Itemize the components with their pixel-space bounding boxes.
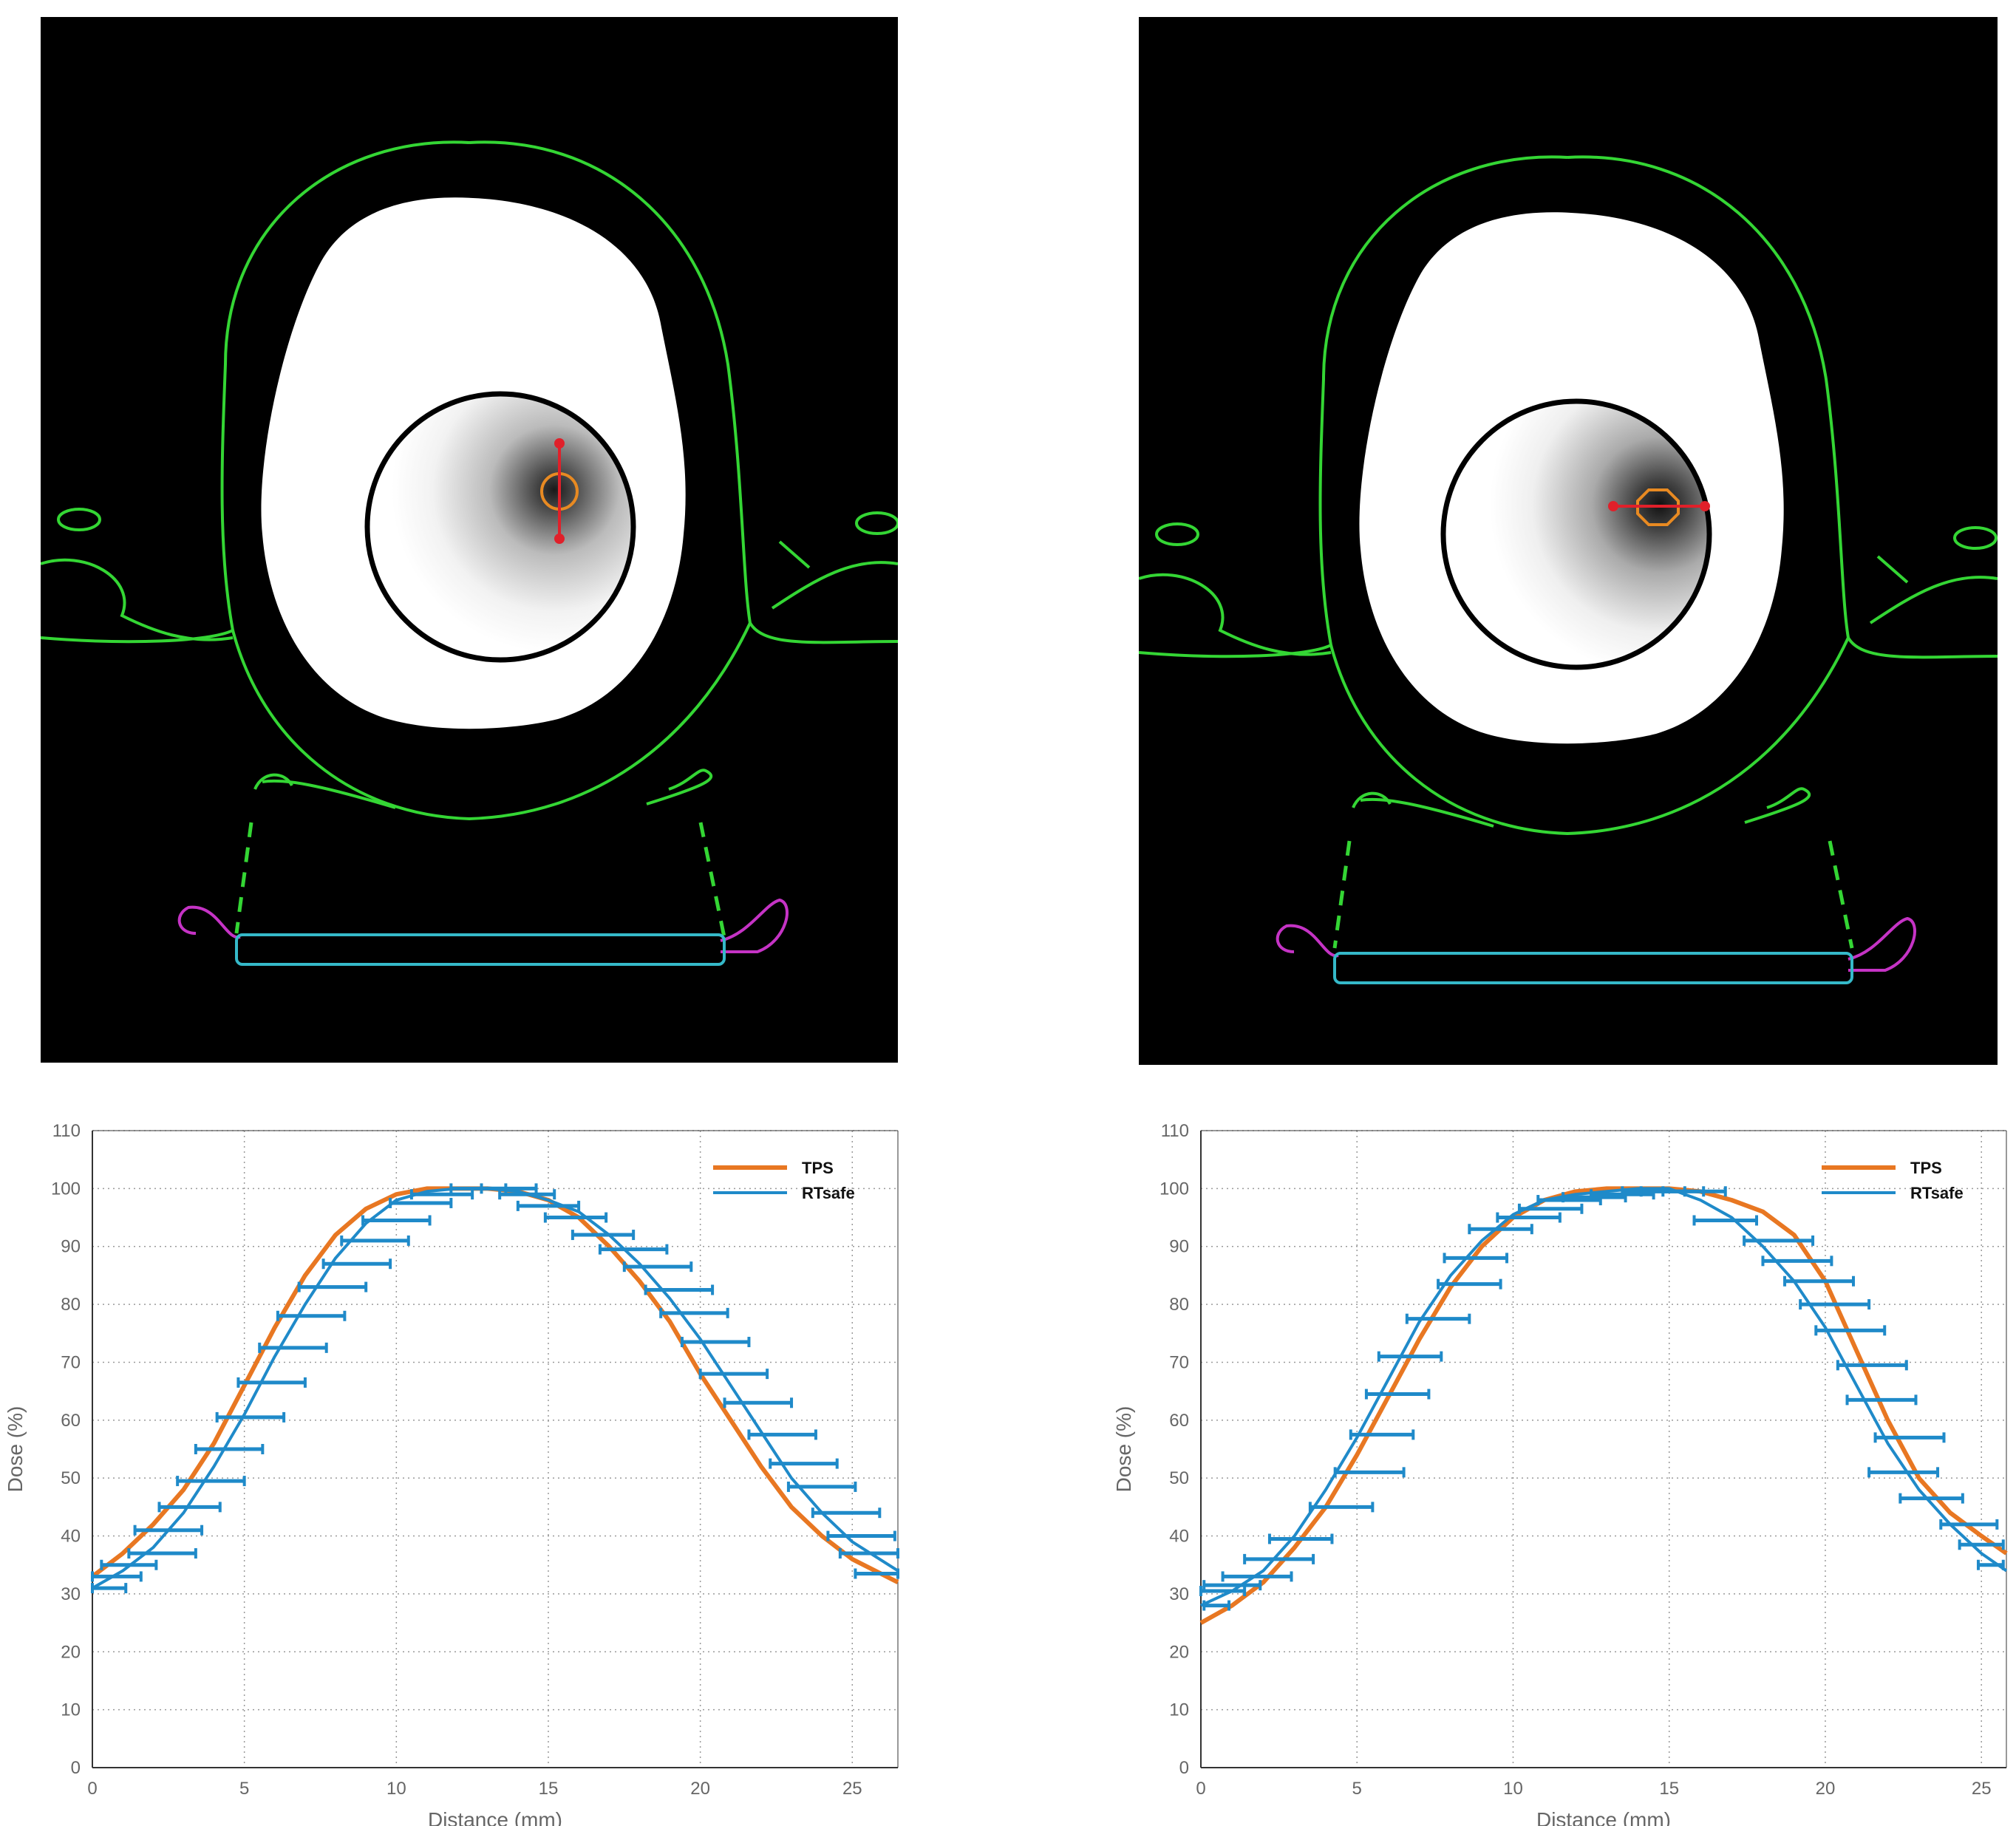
y-tick-label: 110: [1161, 1121, 1189, 1141]
x-axis-label: Distance (mm): [428, 1808, 562, 1826]
ticks: 0 5 10 15 20 25 0 10 20 30 40 50 60 70 80 90 100 110: [1159, 1121, 1992, 1799]
grid: [1200, 1130, 2006, 1768]
couch-base: [1333, 952, 1853, 984]
dose-profile-chart-left: 0 5 10 15 20 25 0 10 20 30 40 50 60 70 80 90 100 110 TPS R…: [4, 1121, 899, 1826]
legend: TPS RTsafe: [1822, 1159, 1964, 1202]
legend-label-tps: TPS: [1910, 1159, 1942, 1177]
series-line-tps: [1199, 1186, 2008, 1625]
y-tick-label: 100: [1159, 1179, 1189, 1199]
y-tick-label: 60: [1169, 1411, 1189, 1431]
y-tick-label: 80: [61, 1295, 81, 1315]
x-tick-label: 25: [842, 1779, 862, 1799]
y-tick-label: 90: [1169, 1237, 1189, 1257]
couch-contour: [177, 905, 241, 939]
x-tick-label: 0: [87, 1779, 97, 1799]
couch-base: [235, 933, 726, 966]
legend: TPS RTsafe: [713, 1159, 855, 1202]
x-tick-label: 20: [1816, 1779, 1836, 1799]
x-tick-label: 0: [1196, 1779, 1205, 1799]
x-tick-label: 5: [239, 1779, 249, 1799]
y-tick-label: 0: [1179, 1758, 1189, 1778]
dose-profile-chart-right: 0 5 10 15 20 25 0 10 20 30 40 50 60 70 80 90 100 110 TPS R…: [1112, 1121, 2008, 1826]
phantom-ring: [1440, 398, 1712, 670]
y-tick-label: 30: [61, 1584, 81, 1604]
legend-label-tps: TPS: [802, 1159, 834, 1177]
y-tick-label: 20: [61, 1642, 81, 1662]
x-tick-label: 15: [539, 1779, 559, 1799]
x-tick-label: 10: [1503, 1779, 1523, 1799]
ct-image-left: [41, 17, 898, 1063]
axes: [92, 1130, 899, 1768]
y-axis-label: Dose (%): [1112, 1406, 1135, 1493]
errorbars: [91, 1183, 899, 1594]
x-tick-label: 15: [1659, 1779, 1679, 1799]
errorbars: [1199, 1186, 2005, 1611]
y-tick-label: 30: [1169, 1584, 1189, 1604]
y-tick-label: 20: [1169, 1642, 1189, 1662]
y-tick-label: 100: [51, 1179, 81, 1199]
x-tick-label: 25: [1972, 1779, 1992, 1799]
ct-image-right: [1139, 17, 1998, 1065]
legend-label-rtsafe: RTsafe: [1910, 1184, 1964, 1202]
y-tick-label: 90: [61, 1237, 81, 1257]
y-tick-label: 50: [61, 1468, 81, 1488]
x-tick-label: 5: [1352, 1779, 1362, 1799]
y-tick-label: 0: [71, 1758, 81, 1778]
x-tick-label: 10: [386, 1779, 406, 1799]
body-contour: [41, 140, 898, 644]
y-tick-label: 40: [1169, 1527, 1189, 1547]
axes: [1200, 1130, 2007, 1768]
y-axis-label: Dose (%): [4, 1406, 27, 1493]
y-tick-label: 70: [1169, 1352, 1189, 1372]
y-tick-label: 110: [52, 1121, 81, 1141]
y-tick-label: 40: [61, 1527, 81, 1547]
x-axis-label: Distance (mm): [1536, 1808, 1671, 1826]
y-tick-label: 70: [61, 1352, 81, 1372]
phantom-ring: [364, 391, 636, 663]
legend-label-rtsafe: RTsafe: [802, 1184, 855, 1202]
y-tick-label: 80: [1169, 1295, 1189, 1315]
y-tick-label: 10: [1169, 1700, 1189, 1720]
ticks: 0 5 10 15 20 25 0 10 20 30 40 50 60 70 80 90 100 110: [51, 1121, 862, 1799]
y-tick-label: 10: [61, 1700, 81, 1720]
x-tick-label: 20: [690, 1779, 710, 1799]
y-tick-label: 50: [1169, 1468, 1189, 1488]
plot-area: [1201, 1131, 2006, 1768]
y-tick-label: 60: [61, 1411, 81, 1431]
series-tps: [1199, 1186, 2008, 1625]
